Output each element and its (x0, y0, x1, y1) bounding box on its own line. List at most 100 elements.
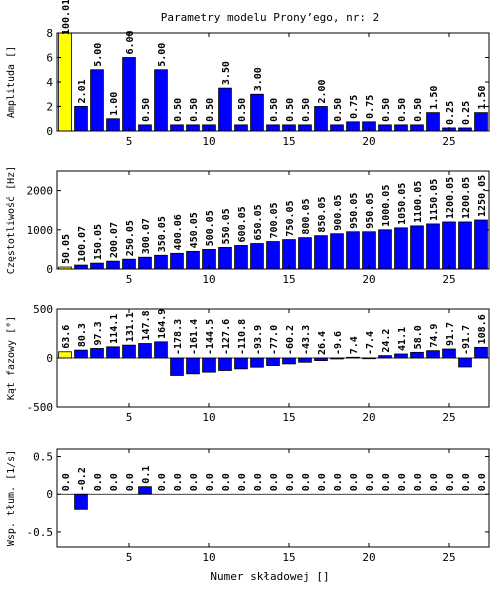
bar (442, 348, 456, 359)
bar-value-label: 0.0 (125, 473, 136, 491)
bar-value-label: 0.50 (413, 98, 424, 122)
bar-value-label: 63.6 (61, 325, 72, 349)
bar-value-label: 0.0 (173, 473, 184, 491)
bar-value-label: 750.05 (285, 200, 296, 236)
bar-value-label: 0.0 (269, 473, 280, 491)
bar-value-label: 2.00 (317, 79, 328, 103)
bar (58, 351, 72, 359)
bar-value-label: 114.1 (109, 314, 120, 344)
bar-value-label: 0.0 (445, 473, 456, 491)
y-axis-label: Amplituda [] (6, 46, 17, 118)
bar-value-label: 3.50 (221, 61, 232, 85)
y-axis-label: Wsp. tłum. [1/s] (6, 450, 17, 546)
x-tick-label: 25 (442, 135, 455, 148)
bar-value-label: 0.0 (365, 473, 376, 491)
bar-value-label: -127.6 (221, 319, 232, 355)
bar (426, 350, 440, 359)
bar-value-label: 0.0 (349, 473, 360, 491)
x-tick-label: 10 (202, 273, 215, 286)
bar-value-label: 0.0 (157, 473, 168, 491)
x-tick-label: 5 (126, 135, 133, 148)
bar (250, 93, 264, 132)
bar-value-label: 0.0 (301, 473, 312, 491)
bar-value-label: 0.0 (413, 473, 424, 491)
bar (218, 357, 232, 371)
bar-value-label: 0.0 (237, 473, 248, 491)
x-tick-label: 10 (202, 411, 215, 424)
bar-value-label: 2.01 (77, 79, 88, 103)
bar-value-label: -91.7 (461, 325, 472, 355)
bar (346, 121, 360, 132)
bar-value-label: 1.50 (429, 86, 440, 110)
bar (426, 223, 440, 270)
bar-value-label: 850.05 (317, 197, 328, 233)
bar (346, 231, 360, 270)
bar (298, 237, 312, 270)
subplot-3: -500 0 500 5 10 15 20 25 Kąt fazowy [°] 63.6 80.3 9… (6, 303, 490, 424)
bar-value-label: 147.8 (141, 310, 152, 340)
bar (74, 493, 88, 510)
bar (186, 250, 200, 270)
bar-value-label: 1.00 (109, 92, 120, 116)
bar (362, 231, 376, 270)
bar-value-label: -178.3 (173, 319, 184, 355)
bar-value-label: 5.00 (157, 43, 168, 67)
bar (330, 124, 344, 132)
bar-value-label: 0.0 (429, 473, 440, 491)
bar (378, 124, 392, 132)
y-tick-label: 8 (46, 27, 53, 40)
bar-value-label: -43.3 (301, 325, 312, 355)
bar-value-label: 108.6 (477, 314, 488, 344)
subplots: 0 2 4 6 8 5 10 15 20 25 Amplituda [] 100.01 2.01 5.00… (5, 0, 490, 564)
x-tick-label: 5 (126, 273, 133, 286)
axes-frame (56, 170, 490, 270)
x-tick-label: 20 (362, 411, 375, 424)
bar-value-label: 500.05 (205, 210, 216, 246)
bar (442, 221, 456, 270)
bar-value-label: 0.50 (381, 98, 392, 122)
x-tick-label: 25 (442, 411, 455, 424)
bar (266, 124, 280, 132)
bar (106, 260, 120, 270)
axes-frame (56, 448, 490, 548)
y-tick-label: 2 (46, 101, 53, 114)
bar-value-label: 0.50 (141, 98, 152, 122)
bar-value-label: 0.75 (365, 95, 376, 119)
bar-value-label: -144.5 (205, 319, 216, 355)
bar-value-label: 0.25 (445, 101, 456, 125)
bar (122, 57, 136, 132)
bar (250, 243, 264, 270)
bar-value-label: 250.05 (125, 220, 136, 256)
bar (474, 112, 488, 132)
subplot-2: 0 1000 2000 5 10 15 20 25 Częstotliwość [Hz] 50.0… (5, 166, 490, 286)
bar (314, 106, 328, 132)
x-tick-label: 15 (282, 135, 295, 148)
bar-value-label: 0.0 (189, 473, 200, 491)
bar-value-label: 7.4 (349, 336, 360, 354)
bar (458, 221, 472, 270)
bar-value-label: 0.0 (61, 473, 72, 491)
bar-value-label: 400.06 (173, 214, 184, 250)
x-tick-label: 10 (202, 551, 215, 564)
bar (282, 239, 296, 270)
bar (106, 346, 120, 359)
bar-value-label: 0.0 (109, 473, 120, 491)
bar-value-label: 3.00 (253, 67, 264, 91)
bar (122, 344, 136, 359)
bar (234, 124, 248, 132)
bar (266, 357, 280, 366)
x-tick-label: 25 (442, 273, 455, 286)
bar-value-label: -7.4 (365, 331, 376, 355)
bar (282, 357, 296, 365)
bar-value-label: 150.05 (93, 224, 104, 260)
bar-value-label: 0.50 (173, 98, 184, 122)
bar-value-label: -161.4 (189, 319, 200, 355)
x-tick-label: 15 (282, 551, 295, 564)
bar-value-label: 800.05 (301, 199, 312, 235)
y-tick-label: -0.5 (27, 526, 54, 539)
bar (90, 348, 104, 359)
bar-value-label: 1.50 (477, 86, 488, 110)
bar (474, 219, 488, 270)
bar-value-label: -93.9 (253, 325, 264, 355)
